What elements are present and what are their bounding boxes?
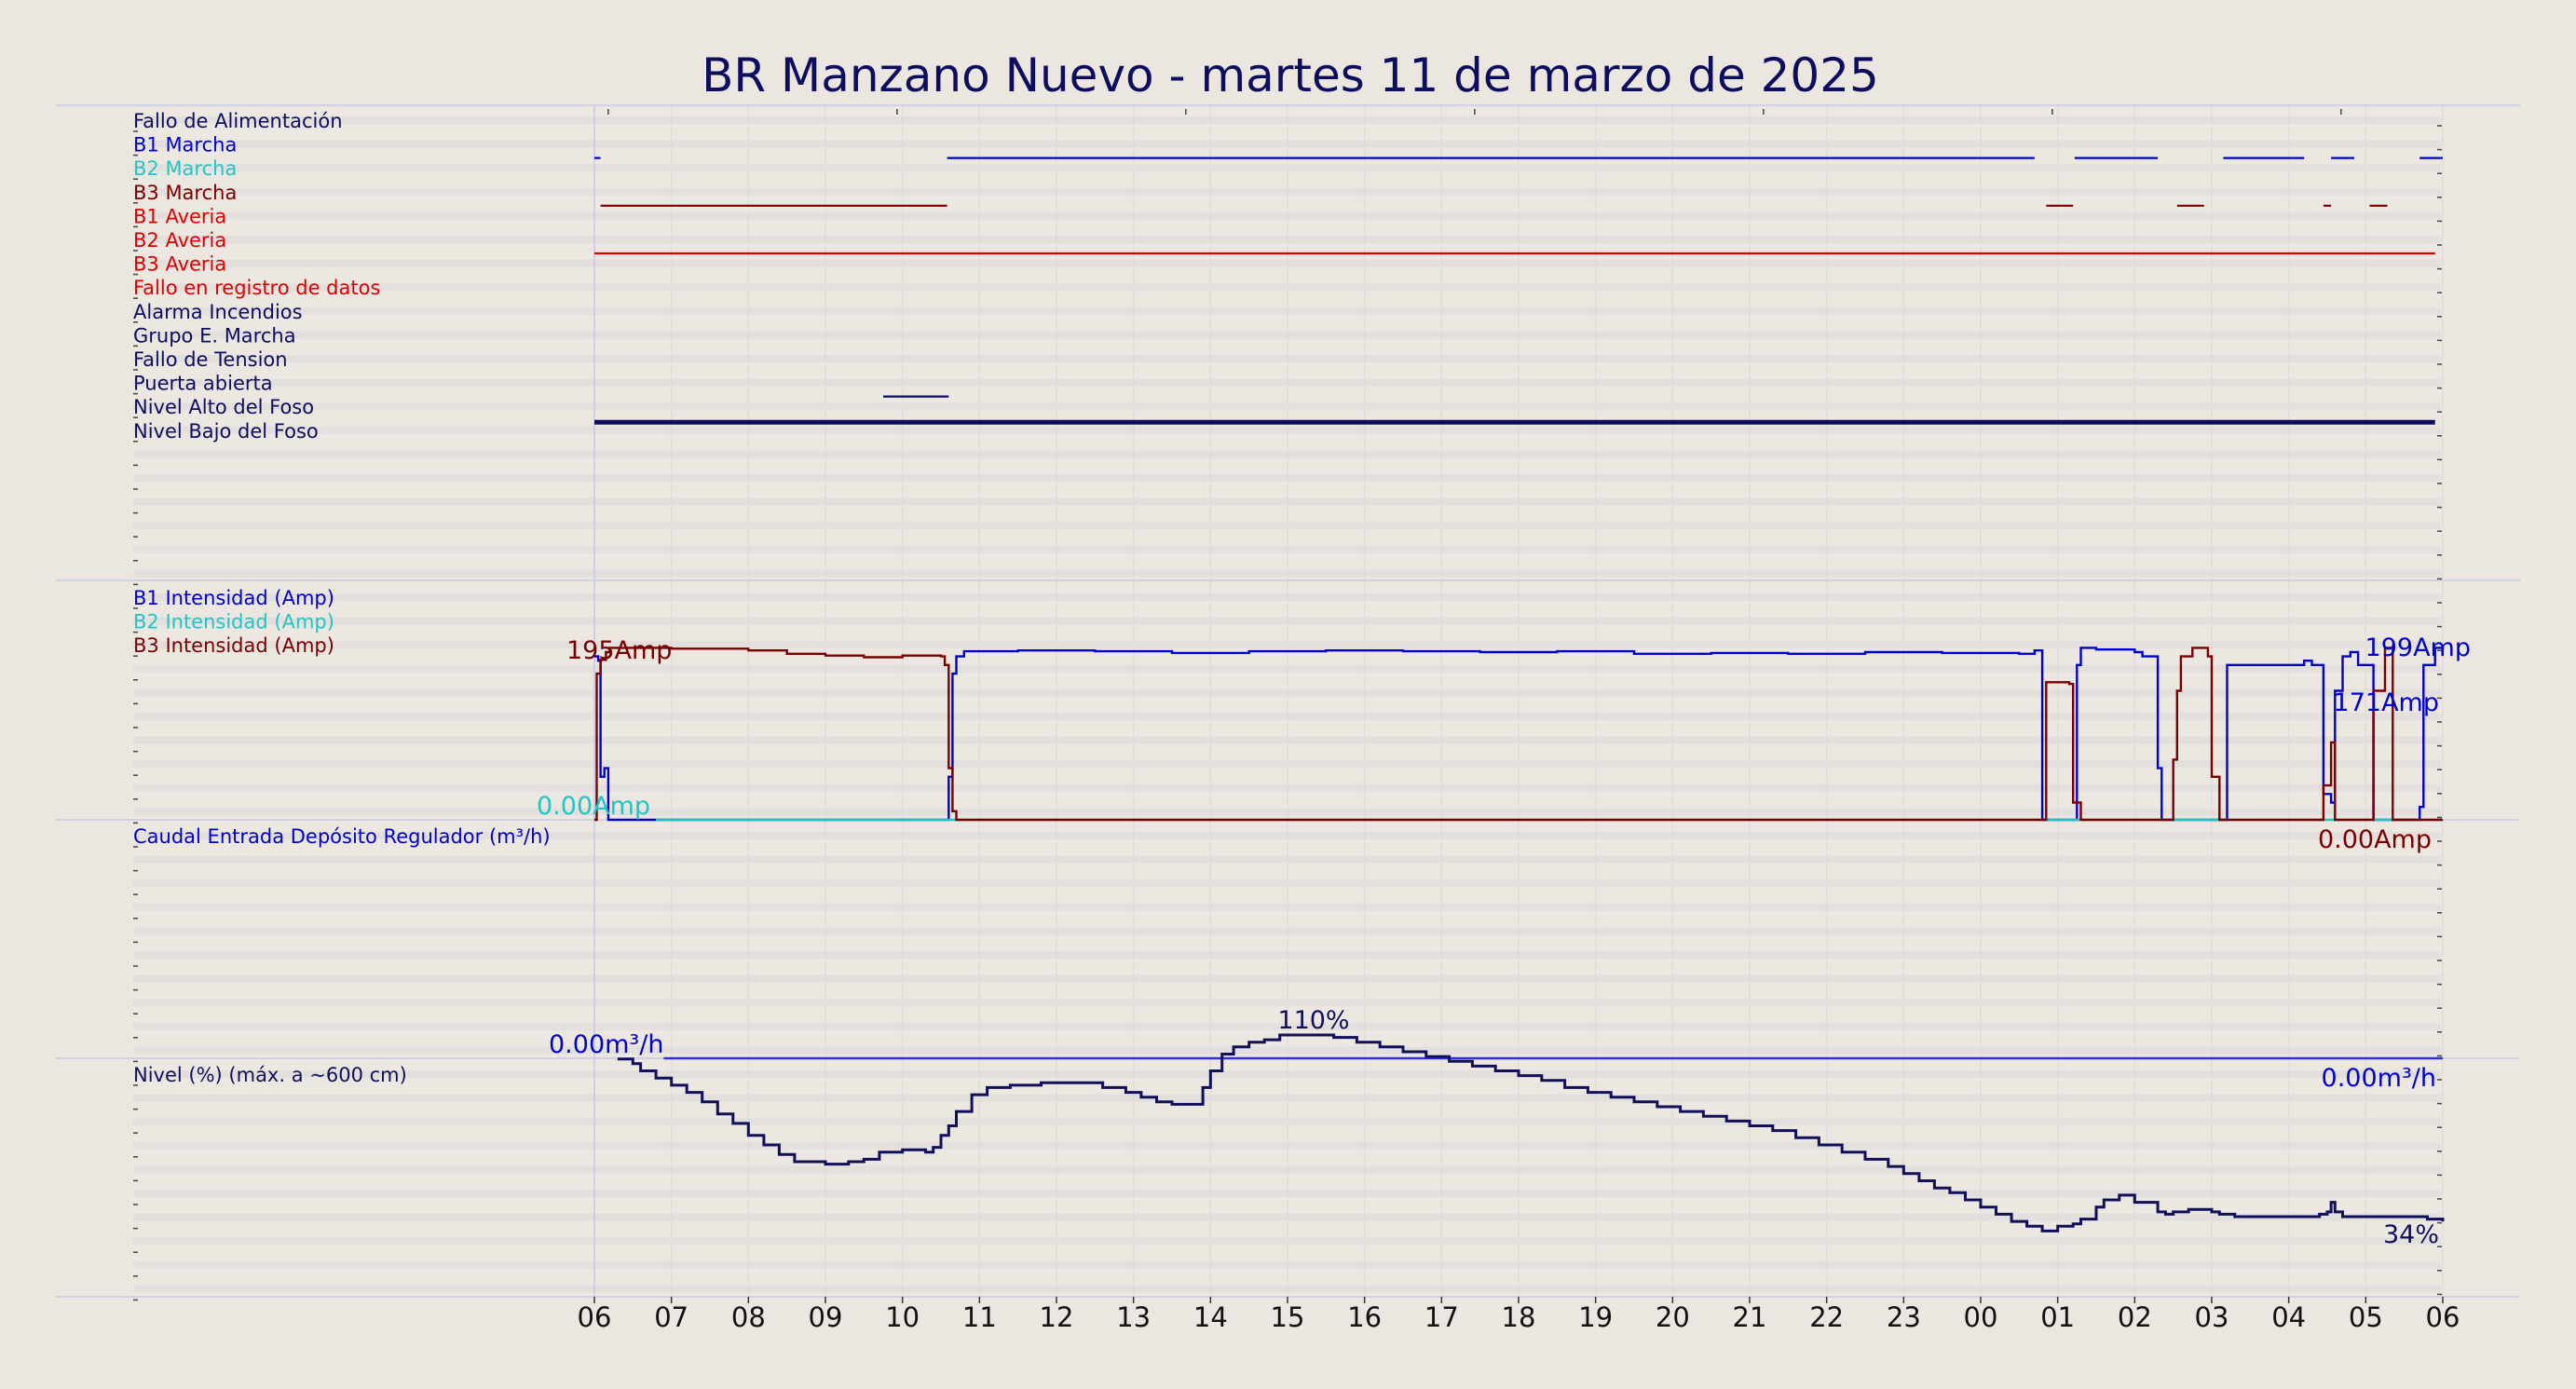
signal-label: B1 Marcha <box>133 134 237 157</box>
level-series-line <box>617 1033 2445 1232</box>
signal-label: Alarma Incendios <box>133 301 303 323</box>
flow-series-label: Caudal Entrada Depósito Regulador (m³/h) <box>133 825 551 848</box>
x-tick-label: 23 <box>1887 1301 1921 1333</box>
level-panel <box>617 1033 2445 1232</box>
signal-label: Fallo de Tension <box>133 348 288 371</box>
grid-bands <box>56 104 2520 1301</box>
x-tick-label: 15 <box>1271 1301 1305 1333</box>
x-tick-label: 03 <box>2195 1301 2229 1333</box>
x-tick-label: 18 <box>1502 1301 1536 1333</box>
x-tick-label: 00 <box>1964 1301 1998 1333</box>
x-axis: 06 07 08 09 10 11 12 13 14 15 16 17 18 19 20 21 22 23 00 01… <box>578 1297 2460 1333</box>
x-tick-label: 19 <box>1578 1301 1613 1333</box>
value-annotation: 34% <box>2383 1220 2439 1249</box>
signal-label: B3 Marcha <box>133 182 237 204</box>
x-tick-label: 11 <box>962 1301 997 1333</box>
level-series-label: Nivel (%) (máx. a ~600 cm) <box>133 1064 407 1086</box>
x-tick-label: 02 <box>2118 1301 2152 1333</box>
x-tick-label: 14 <box>1193 1301 1228 1333</box>
chart-title: BR Manzano Nuevo - martes 11 de marzo de… <box>702 48 1879 102</box>
x-tick-label: 06 <box>2426 1301 2460 1333</box>
x-tick-label: 01 <box>2040 1301 2075 1333</box>
signal-label: Nivel Alto del Foso <box>133 396 314 418</box>
current-series-line <box>594 647 2443 822</box>
signal-label: Fallo en registro de datos <box>133 277 380 299</box>
x-tick-label: 07 <box>654 1301 688 1333</box>
x-tick-label: 17 <box>1424 1301 1459 1333</box>
value-annotation: 199Amp <box>2365 633 2471 662</box>
value-annotation: 0.00m³/h <box>549 1030 663 1059</box>
value-annotation: 0.00Amp <box>537 792 650 821</box>
signal-label: B1 Averia <box>133 205 226 227</box>
x-tick-label: 05 <box>2349 1301 2383 1333</box>
x-tick-label: 20 <box>1656 1301 1690 1333</box>
x-tick-label: 04 <box>2271 1301 2306 1333</box>
x-tick-label: 09 <box>809 1301 843 1333</box>
current-series-label: B1 Intensidad (Amp) <box>133 587 334 609</box>
x-tick-label: 13 <box>1116 1301 1151 1333</box>
signal-label: B3 Averia <box>133 253 226 276</box>
x-tick-label: 06 <box>578 1301 612 1333</box>
value-annotation: 171Amp <box>2334 688 2439 717</box>
x-tick-label: 21 <box>1733 1301 1767 1333</box>
current-series-label: B2 Intensidad (Amp) <box>133 611 334 633</box>
value-annotation: 0.00Amp <box>2318 825 2432 854</box>
signal-label: Grupo E. Marcha <box>133 324 296 347</box>
x-tick-label: 10 <box>885 1301 920 1333</box>
signal-label: Fallo de Alimentación <box>133 110 343 132</box>
x-tick-label: 16 <box>1347 1301 1382 1333</box>
signal-label: Puerta abierta <box>133 373 273 395</box>
x-tick-label: 22 <box>1809 1301 1844 1333</box>
value-annotation: 110% <box>1277 1006 1349 1035</box>
value-annotations: 195Amp 0.00Amp 199Amp 171Amp 0.00Amp 0.00m³/h… <box>537 633 2471 1249</box>
value-annotation: 195Amp <box>566 636 672 665</box>
value-annotation: 0.00m³/h <box>2322 1064 2436 1093</box>
current-panel <box>594 647 2445 822</box>
signal-label: Nivel Bajo del Foso <box>133 420 319 443</box>
current-series-label: B3 Intensidad (Amp) <box>133 634 334 657</box>
x-tick-label: 12 <box>1040 1301 1074 1333</box>
signal-label: B2 Marcha <box>133 157 237 180</box>
x-tick-label: 08 <box>731 1301 766 1333</box>
timeline-panel <box>594 157 2443 425</box>
signal-label: B2 Averia <box>133 229 226 252</box>
